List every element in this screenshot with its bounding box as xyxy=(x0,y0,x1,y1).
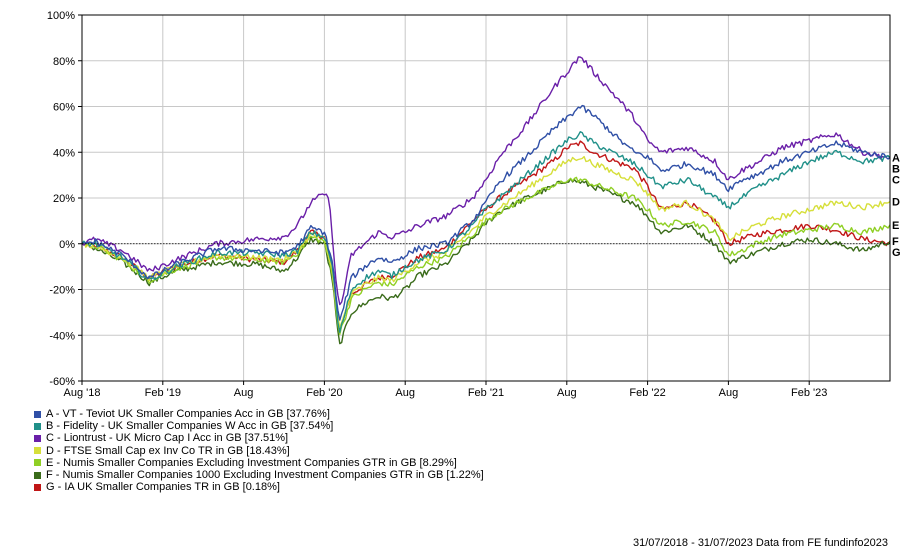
y-tick-label: 60% xyxy=(53,102,75,114)
series-end-label: G xyxy=(892,247,900,259)
x-tick-label: Feb '19 xyxy=(145,387,181,399)
series-line-f xyxy=(81,177,891,345)
legend-item-b: B - Fidelity - UK Smaller Companies W Ac… xyxy=(34,420,484,432)
chart-series xyxy=(81,56,891,345)
legend-item-e: E - Numis Smaller Companies Excluding In… xyxy=(34,457,484,469)
series-line-a xyxy=(81,104,891,321)
series-line-d xyxy=(81,155,891,329)
legend-item-d: D - FTSE Small Cap ex Inv Co TR in GB [1… xyxy=(34,445,484,457)
series-end-label: C xyxy=(892,174,900,186)
legend-label: A - VT - Teviot UK Smaller Companies Acc… xyxy=(46,408,330,420)
y-tick-label: 100% xyxy=(47,10,75,22)
y-tick-label: -20% xyxy=(49,285,75,297)
x-tick-label: Feb '20 xyxy=(306,387,342,399)
legend-swatch xyxy=(34,483,41,491)
series-line-e xyxy=(81,176,891,335)
legend-swatch xyxy=(34,447,41,455)
x-tick-label: Feb '22 xyxy=(629,387,665,399)
x-tick-label: Aug '18 xyxy=(64,387,101,399)
series-line-c xyxy=(81,56,891,306)
legend-swatch xyxy=(34,422,41,430)
legend-label: D - FTSE Small Cap ex Inv Co TR in GB [1… xyxy=(46,444,290,457)
legend-label: B - Fidelity - UK Smaller Companies W Ac… xyxy=(46,420,334,433)
series-end-label: E xyxy=(892,220,899,232)
x-tick-label: Aug xyxy=(557,387,577,399)
legend-item-g: G - IA UK Smaller Companies TR in GB [0.… xyxy=(34,481,484,493)
chart-legend: A - VT - Teviot UK Smaller Companies Acc… xyxy=(34,408,484,493)
y-tick-label: -60% xyxy=(49,376,75,388)
x-tick-label: Feb '21 xyxy=(468,387,504,399)
chart-grid xyxy=(78,14,890,385)
legend-item-c: C - Liontrust - UK Micro Cap I Acc in GB… xyxy=(34,432,484,444)
legend-label: C - Liontrust - UK Micro Cap I Acc in GB… xyxy=(46,432,289,445)
y-tick-label: 20% xyxy=(53,193,75,205)
series-end-label: D xyxy=(892,197,900,209)
y-tick-label: -40% xyxy=(49,330,75,342)
series-end-label: A xyxy=(892,152,900,164)
legend-item-f: F - Numis Smaller Companies 1000 Excludi… xyxy=(34,469,484,481)
x-tick-label: Aug xyxy=(395,387,415,399)
x-tick-label: Feb '23 xyxy=(791,387,827,399)
legend-swatch xyxy=(34,471,41,479)
legend-item-a: A - VT - Teviot UK Smaller Companies Acc… xyxy=(34,408,484,420)
legend-label: E - Numis Smaller Companies Excluding In… xyxy=(46,456,457,469)
legend-label: F - Numis Smaller Companies 1000 Excludi… xyxy=(46,469,484,482)
x-tick-label: Aug xyxy=(719,387,739,399)
plot-frame xyxy=(81,14,891,382)
legend-swatch xyxy=(34,435,41,442)
legend-swatch xyxy=(34,410,41,418)
axis-tick-labels: 100% 80% 60% 40% 20% 0% -20% -40% -60%Aug '18 Feb… xyxy=(47,10,828,399)
series-end-label: B xyxy=(892,163,900,175)
x-tick-label: Aug xyxy=(234,387,254,399)
legend-label: G - IA UK Smaller Companies TR in GB [0.… xyxy=(46,481,280,494)
y-tick-label: 0% xyxy=(59,239,75,251)
y-tick-label: 80% xyxy=(53,56,75,68)
date-range-footer: 31/07/2018 - 31/07/2023 Data from FE fun… xyxy=(632,537,888,549)
line-chart: 100% 80% 60% 40% 20% 0% -20% -40% -60%Aug '18 Feb… xyxy=(47,10,900,399)
legend-swatch xyxy=(34,459,41,467)
series-end-label: F xyxy=(892,236,899,248)
y-tick-label: 40% xyxy=(53,147,75,159)
